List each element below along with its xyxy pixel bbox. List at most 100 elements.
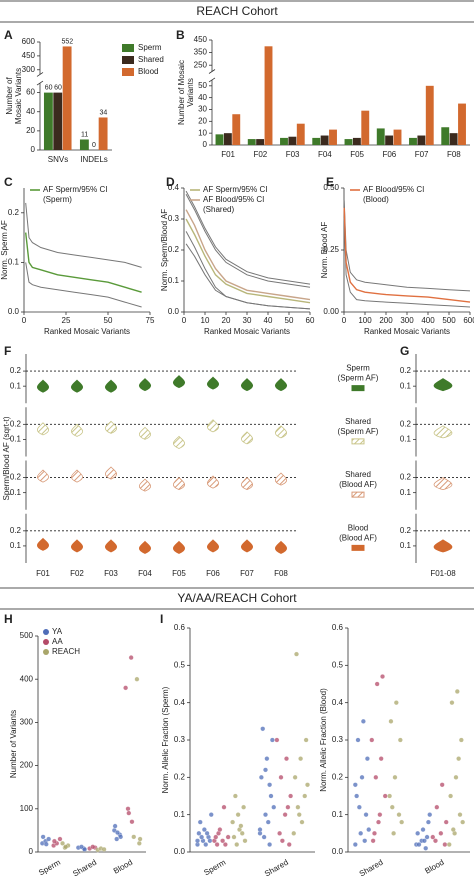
point (126, 810, 132, 816)
point (82, 846, 88, 852)
point (267, 782, 273, 788)
violin (70, 539, 84, 553)
panel-letter: G (400, 344, 409, 358)
bar (458, 103, 466, 145)
ci-line (185, 190, 311, 285)
panel-letter: F (4, 344, 11, 358)
y-tick-label: 0.3 (174, 735, 186, 744)
bar (441, 127, 450, 145)
y-tick-label: 0.1 (10, 541, 22, 550)
y-tick-label: 350 (194, 48, 208, 57)
point (458, 737, 464, 743)
x-tick-label: F08 (274, 569, 288, 578)
y-tick-label: 0.0 (332, 847, 344, 856)
point (274, 737, 280, 743)
point (46, 836, 52, 842)
line (185, 218, 311, 304)
y-axis-label: Sperm/Blood AF (sqrt-t) (2, 416, 11, 500)
point (443, 819, 449, 825)
y-tick-label: 300 (20, 718, 34, 727)
violin (240, 476, 254, 491)
row-swatch (351, 438, 365, 445)
y-tick-label: 0.1 (10, 488, 22, 497)
y-tick-label: 0.1 (400, 435, 412, 444)
violin (70, 469, 84, 483)
violin (138, 378, 152, 392)
y-tick-label: 0.2 (10, 473, 22, 482)
point (241, 804, 247, 810)
point (450, 827, 456, 833)
y-tick-label: 0.0 (168, 307, 180, 316)
panel-letter: A (4, 28, 13, 42)
violin (104, 539, 118, 553)
point (134, 676, 140, 682)
x-tick-label: Sperm (202, 858, 227, 878)
legend-label: Shared (138, 55, 164, 64)
panel-letter: B (176, 28, 185, 42)
point (374, 681, 380, 687)
point (40, 834, 46, 840)
point (90, 844, 96, 850)
bar (320, 135, 329, 145)
x-tick-label: F06 (382, 150, 396, 159)
y-tick-label: 0.1 (400, 488, 412, 497)
x-tick-label: 60 (306, 316, 315, 325)
y-tick-label: 0.1 (10, 381, 22, 390)
bar (288, 136, 297, 145)
axes (347, 628, 470, 853)
point (261, 834, 267, 840)
y-tick-label: 0.50 (323, 183, 339, 192)
y-tick-label: 0.2 (10, 526, 22, 535)
legend-note: (Sperm) (43, 195, 72, 204)
bar (98, 117, 108, 150)
panel-letter: I (160, 612, 163, 626)
x-tick-label: Sperm (37, 858, 62, 878)
point (197, 819, 203, 825)
y-tick-label: 40 (26, 107, 35, 116)
point (291, 830, 297, 836)
y-tick-label: 0.1 (400, 541, 412, 550)
point (235, 812, 241, 818)
x-tick-label: F02 (70, 569, 84, 578)
y-tick-label: 50 (198, 81, 207, 90)
point (416, 842, 422, 847)
x-tick-label: F07 (240, 569, 254, 578)
point (112, 823, 118, 829)
bar (247, 139, 256, 145)
axis-break (208, 77, 216, 83)
x-tick-label: 30 (243, 316, 252, 325)
violin (433, 539, 453, 553)
point (369, 737, 375, 743)
legend-swatch (122, 44, 134, 52)
bar (352, 137, 361, 145)
legend-note: (Blood) (363, 195, 389, 204)
axis-break (36, 72, 44, 77)
point (217, 827, 223, 833)
point (397, 737, 403, 743)
y-tick-label: 40 (198, 93, 207, 102)
y-tick-label: 0.2 (400, 366, 412, 375)
y-tick-label: 0.6 (174, 623, 186, 632)
y-tick-label: 250 (194, 60, 208, 69)
point (427, 812, 433, 818)
y-axis-label: Variants (186, 78, 195, 107)
x-tick-label: F03 (286, 150, 300, 159)
x-tick-label: Shared (263, 858, 290, 879)
row-label: Shared (345, 417, 371, 426)
row-swatch (351, 544, 365, 551)
point (123, 685, 129, 691)
value-label: 552 (62, 38, 74, 45)
point (362, 838, 368, 844)
x-tick-label: 10 (201, 316, 210, 325)
bar (223, 133, 232, 145)
y-tick-label: 0.2 (10, 419, 22, 428)
violin (36, 469, 50, 483)
point (242, 838, 248, 844)
bar (280, 137, 288, 145)
y-tick-label: 600 (22, 37, 36, 46)
point (295, 804, 301, 810)
point (260, 726, 266, 732)
y-tick-label: 0.1 (10, 435, 22, 444)
point (356, 804, 362, 810)
legend-label: Blood (138, 67, 158, 76)
